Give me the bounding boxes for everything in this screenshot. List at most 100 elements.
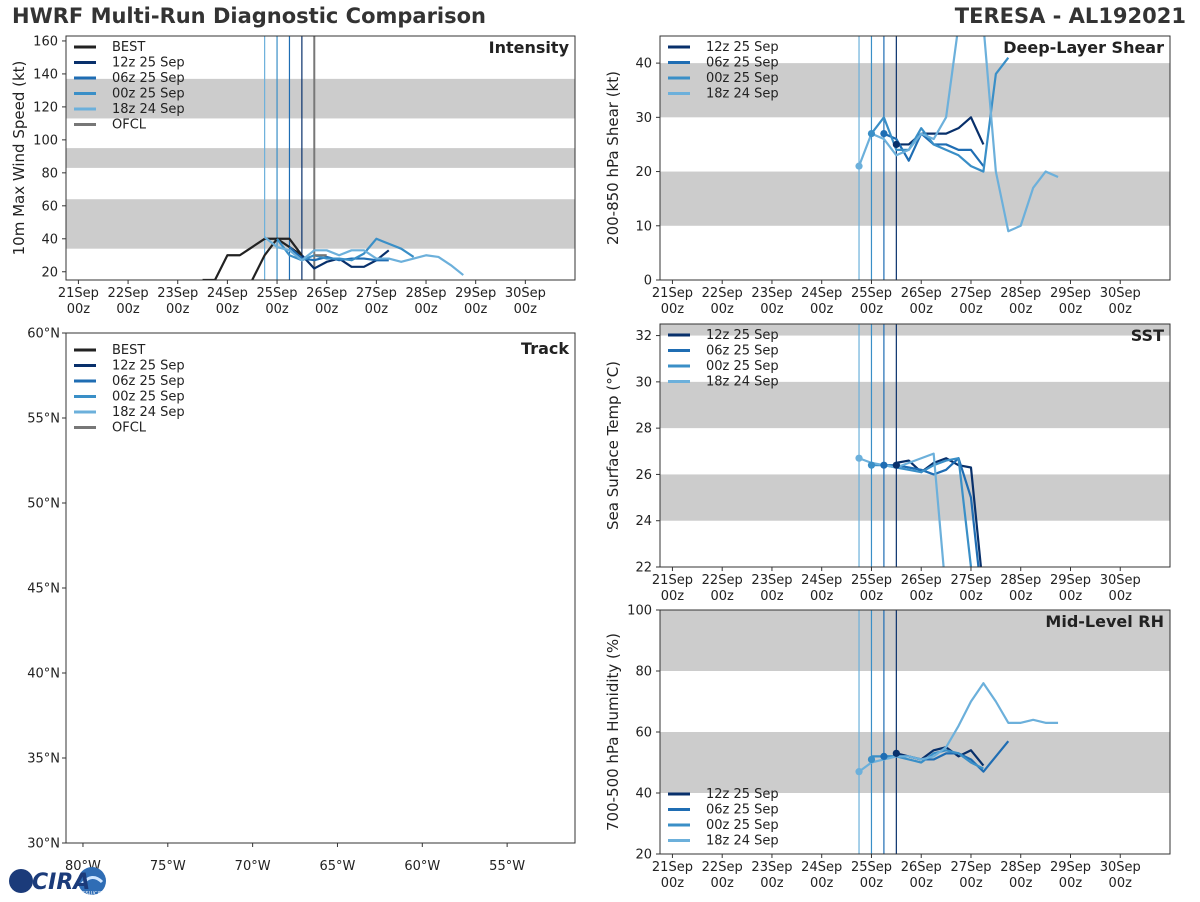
shear-xtick-label: 27Sep <box>950 286 991 301</box>
rh-ytick-label: 20 <box>635 848 652 863</box>
sst-legend-label: 12z 25 Sep <box>706 328 779 343</box>
rh-xtick-label: 00z <box>1059 876 1083 891</box>
track-ytick-label: 50°N <box>27 497 60 512</box>
shear-band <box>660 171 1170 226</box>
shear-legend-label: 06z 25 Sep <box>706 56 779 71</box>
shear-xtick-label: 28Sep <box>1000 286 1041 301</box>
rh-ytick-label: 40 <box>635 787 652 802</box>
intensity-band <box>66 148 575 168</box>
intensity-series-line <box>301 249 390 270</box>
sst-init-marker <box>867 461 876 469</box>
sst-band <box>660 381 1170 429</box>
sst-band <box>660 324 1170 336</box>
shear-ylabel: 200-850 hPa Shear (kt) <box>604 71 622 245</box>
sst-xtick-label: 29Sep <box>1050 573 1091 588</box>
track-ytick-label: 30°N <box>27 837 60 852</box>
sst-xtick-label: 00z <box>1009 589 1033 604</box>
sst-xtick-label: 22Sep <box>702 573 743 588</box>
sst-xtick-label: 00z <box>711 589 735 604</box>
shear-xtick-label: 00z <box>959 302 983 317</box>
track-ytick-label: 40°N <box>27 667 60 682</box>
sst-xtick-label: 00z <box>661 589 685 604</box>
sst-legend-label: 00z 25 Sep <box>706 359 779 374</box>
intensity-frame <box>65 35 576 281</box>
rh-xtick-label: 00z <box>910 876 934 891</box>
intensity-ytick-label: 120 <box>33 100 58 115</box>
intensity-xtick-label: 22Sep <box>108 286 149 301</box>
shear-legend-label: 00z 25 Sep <box>706 71 779 86</box>
rh-xtick-label: 00z <box>1009 876 1033 891</box>
intensity-title: Intensity <box>489 38 570 57</box>
rh-xtick-label: 22Sep <box>702 860 743 875</box>
intensity-xtick-label: 00z <box>414 302 438 317</box>
shear-xtick-label: 00z <box>1109 302 1133 317</box>
intensity-ytick-label: 140 <box>33 67 58 82</box>
sst-xtick-label: 23Sep <box>751 573 792 588</box>
shear-legend-label: 18z 24 Sep <box>706 87 779 102</box>
rh-series-line <box>858 682 1059 773</box>
intensity-xtick-label: 00z <box>265 302 289 317</box>
shear-xtick-label: 00z <box>1059 302 1083 317</box>
sst-xtick-label: 00z <box>959 589 983 604</box>
sst-ytick-label: 30 <box>635 375 652 390</box>
intensity-xtick-label: 00z <box>315 302 339 317</box>
rh-xtick-label: 00z <box>860 876 884 891</box>
intensity-xtick-label: 25Sep <box>257 286 298 301</box>
rh-xtick-label: 25Sep <box>851 860 892 875</box>
intensity-series-group <box>202 236 464 280</box>
sst-ylabel: Sea Surface Temp (°C) <box>604 361 622 530</box>
rh-xtick-label: 00z <box>1109 876 1133 891</box>
rh-xtick-label: 00z <box>760 876 784 891</box>
sst-xtick-label: 28Sep <box>1000 573 1041 588</box>
shear-xtick-label: 00z <box>860 302 884 317</box>
rh-xtick-label: 28Sep <box>1000 860 1041 875</box>
rh-ylabel: 700-500 hPa Humidity (%) <box>604 633 622 831</box>
shear-xtick-label: 00z <box>711 302 735 317</box>
cira-logo: CIRA CSU/CIRA <box>4 864 108 898</box>
intensity-xtick-label: 00z <box>116 302 140 317</box>
rh-xtick-label: 24Sep <box>801 860 842 875</box>
shear-ytick-label: 40 <box>635 57 652 72</box>
intensity-xtick-label: 00z <box>216 302 240 317</box>
intensity-xtick-label: 00z <box>166 302 190 317</box>
intensity-series-line <box>263 236 464 276</box>
rh-ytick-label: 60 <box>635 726 652 741</box>
intensity-legend-label: BEST <box>112 40 145 55</box>
shear-series-group <box>855 36 1059 233</box>
intensity-xtick-label: 23Sep <box>157 286 198 301</box>
shear-series-line <box>857 36 1059 233</box>
cira-logo-icon: CIRA CSU/CIRA <box>9 867 106 897</box>
storm-name: TERESA - AL192021 <box>954 4 1186 28</box>
rh-init-marker <box>892 749 900 757</box>
intensity-legend-label: 12z 25 Sep <box>112 56 185 71</box>
shear-xtick-label: 00z <box>760 302 784 317</box>
track-title: Track <box>521 339 569 358</box>
intensity-ytick-label: 80 <box>41 166 58 181</box>
shear-init-marker <box>855 162 863 170</box>
sst-init-marker <box>892 461 900 469</box>
sst-ytick-label: 26 <box>635 468 652 483</box>
shear-xtick-label: 29Sep <box>1050 286 1091 301</box>
rh-xtick-label: 00z <box>810 876 834 891</box>
rh-legend-label: 18z 24 Sep <box>706 834 779 849</box>
intensity-legend-label: OFCL <box>112 118 147 133</box>
intensity-ytick-label: 160 <box>33 34 58 49</box>
sst-series-group <box>855 452 983 567</box>
rh-xtick-label: 26Sep <box>901 860 942 875</box>
sst-init-marker <box>880 461 888 469</box>
shear-xtick-label: 25Sep <box>851 286 892 301</box>
shear-xtick-label: 00z <box>810 302 834 317</box>
logo-text: CIRA <box>32 870 90 895</box>
sst-ytick-label: 22 <box>635 561 652 576</box>
track-ytick-label: 45°N <box>27 582 60 597</box>
intensity-ytick-label: 40 <box>41 232 58 247</box>
intensity-xtick-label: 00z <box>67 302 91 317</box>
track-xtick-label: 65°W <box>320 859 356 874</box>
sst-xtick-label: 00z <box>810 589 834 604</box>
sst-xtick-label: 00z <box>860 589 884 604</box>
track-xtick-label: 55°W <box>489 859 525 874</box>
shear-xtick-label: 00z <box>910 302 934 317</box>
rh-xtick-label: 00z <box>661 876 685 891</box>
